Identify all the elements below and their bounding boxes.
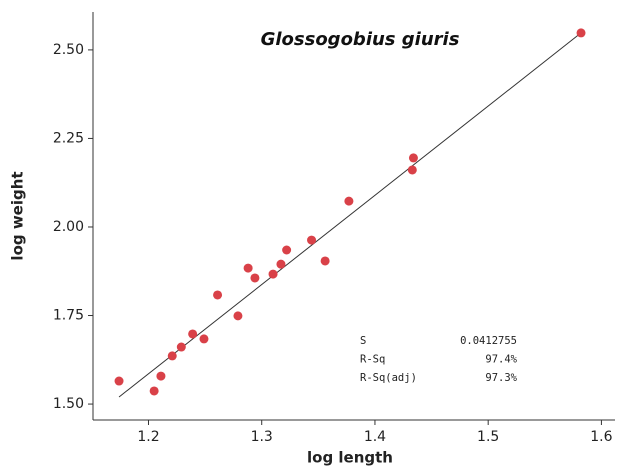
stat-label: S <box>360 335 366 347</box>
point <box>188 329 198 339</box>
x-tick-label: 1.3 <box>251 429 273 445</box>
point <box>276 259 286 269</box>
y-tick-label: 2.00 <box>53 219 84 235</box>
point <box>156 371 166 381</box>
point <box>243 263 253 273</box>
x-tick-label: 1.4 <box>364 429 386 445</box>
stat-value: 97.4% <box>485 354 517 366</box>
point <box>344 196 354 206</box>
x-tick-label: 1.6 <box>590 429 612 445</box>
point <box>407 165 417 175</box>
point <box>167 351 177 361</box>
point <box>176 342 186 352</box>
point <box>268 269 278 279</box>
y-tick-label: 2.25 <box>53 130 84 146</box>
point <box>408 153 418 163</box>
point <box>576 28 586 38</box>
x-tick-label: 1.5 <box>477 429 499 445</box>
point <box>213 290 223 300</box>
y-tick-label: 1.50 <box>53 396 84 412</box>
stat-label: R-Sq(adj) <box>360 372 417 384</box>
point <box>233 311 243 321</box>
point <box>149 386 159 396</box>
chart-title: Glossogobius giuris <box>261 29 460 50</box>
stat-value: 0.0412755 <box>460 335 517 347</box>
point <box>199 334 209 344</box>
y-tick-label: 2.50 <box>53 42 84 58</box>
stat-value: 97.3% <box>485 372 517 384</box>
x-tick-label: 1.2 <box>137 429 159 445</box>
point <box>282 245 292 255</box>
x-axis-label: log length <box>307 449 393 467</box>
point <box>114 376 124 386</box>
y-axis-label: log weight <box>9 171 27 260</box>
point <box>307 235 317 245</box>
point <box>320 256 330 266</box>
stat-label: R-Sq <box>360 354 385 366</box>
y-tick-label: 1.75 <box>53 308 84 324</box>
point <box>250 273 260 283</box>
